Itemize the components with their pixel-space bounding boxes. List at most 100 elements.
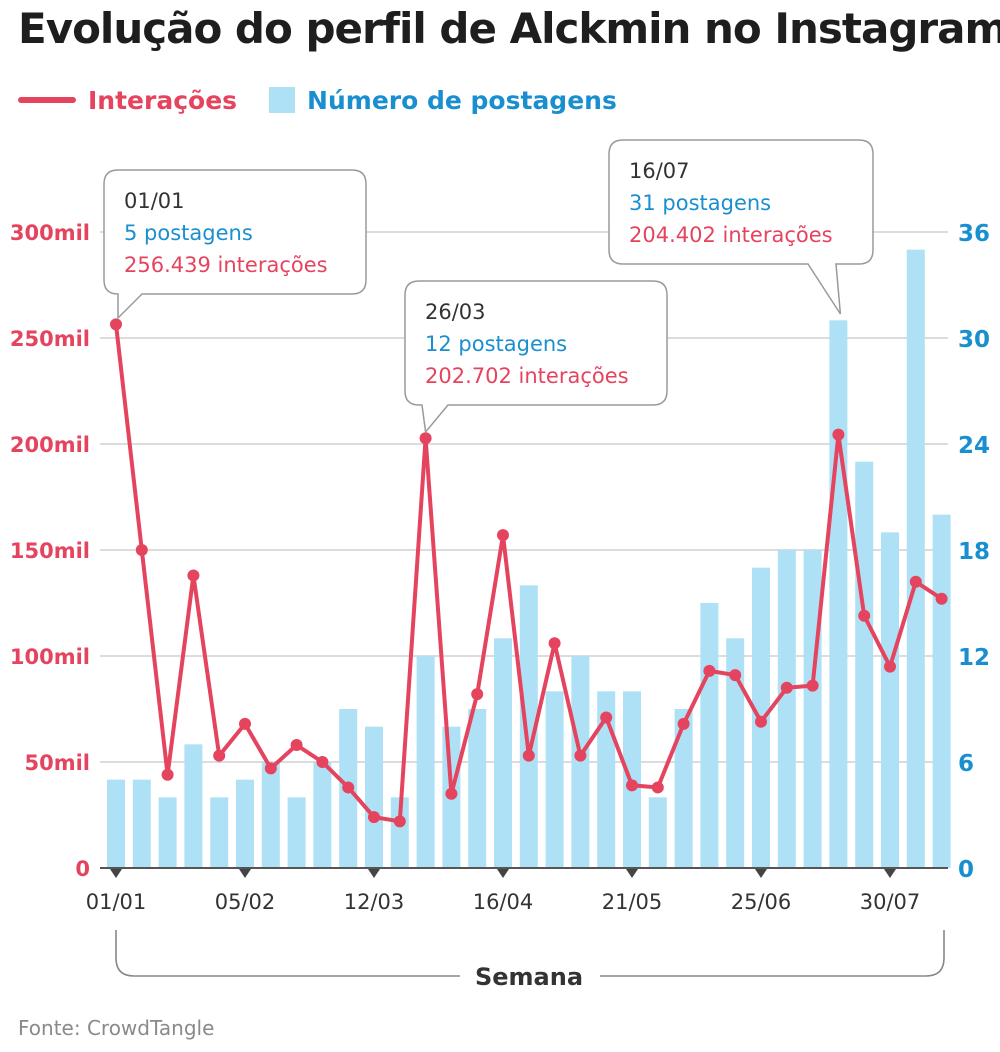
data-point	[471, 688, 484, 701]
x-tick-label: 05/02	[215, 890, 276, 914]
x-tick-label: 25/06	[731, 890, 792, 914]
line-series	[110, 318, 948, 828]
bar	[184, 744, 203, 868]
chart-legend: Interações Número de postagens	[18, 82, 617, 118]
data-point	[187, 569, 200, 582]
data-point	[264, 762, 277, 775]
x-label-bracket-left	[115, 930, 460, 977]
bar	[855, 461, 874, 868]
data-point	[522, 749, 535, 762]
data-point	[626, 779, 638, 792]
data-point	[909, 575, 922, 588]
data-point	[110, 318, 122, 331]
source-note: Fonte: CrowdTangle	[18, 1016, 215, 1040]
data-point	[651, 781, 664, 794]
callout: 26/03 12 postagens 202.702 interações	[404, 280, 668, 434]
x-tick-marker	[884, 869, 896, 878]
data-point	[316, 756, 329, 768]
callout-date: 26/03	[425, 300, 486, 324]
y-left-tick-label: 250mil	[10, 327, 90, 351]
chart-title: Evolução do perfil de Alckmin no Instagr…	[18, 4, 1000, 53]
data-point	[884, 660, 896, 673]
bar	[313, 762, 332, 868]
bar	[803, 550, 822, 868]
data-point	[703, 664, 716, 677]
legend-bar-swatch	[269, 87, 296, 113]
bar	[416, 656, 435, 868]
data-point	[213, 749, 226, 762]
callout-box	[608, 139, 874, 315]
bar	[700, 603, 719, 868]
data-point	[419, 432, 432, 445]
y-left-tick-label: 100mil	[10, 645, 90, 669]
y-right-tick-label: 36	[958, 221, 990, 247]
data-point	[548, 637, 561, 650]
bar	[906, 249, 925, 868]
x-label-bracket-right	[600, 930, 945, 977]
bar	[287, 797, 306, 868]
y-left-tick-label: 0	[75, 857, 90, 881]
data-point	[342, 781, 355, 794]
data-point	[832, 428, 845, 441]
data-point	[368, 811, 380, 824]
data-point	[290, 739, 303, 752]
y-right-tick-label: 0	[958, 857, 974, 883]
x-tick-marker	[626, 869, 638, 878]
data-point	[780, 681, 793, 694]
y-left-tick-label: 200mil	[10, 433, 90, 457]
bar	[210, 797, 229, 868]
data-point	[858, 609, 871, 622]
callout-posts: 5 postagens	[124, 221, 253, 245]
callout-posts: 12 postagens	[425, 332, 567, 356]
bar	[777, 550, 796, 868]
bar	[494, 638, 512, 868]
data-point	[677, 717, 690, 730]
data-point	[755, 715, 767, 728]
callout-interactions: 256.439 interações	[124, 253, 328, 277]
y-left-tick-label: 50mil	[24, 751, 90, 775]
bar	[158, 797, 177, 868]
bar	[648, 797, 667, 868]
bar	[571, 656, 590, 868]
x-tick-marker	[755, 869, 767, 878]
callout-interactions: 202.702 interações	[425, 364, 629, 388]
x-tick-label: 01/01	[86, 890, 147, 914]
data-point	[393, 815, 406, 828]
x-axis-label: Semana	[475, 963, 583, 991]
y-right-tick-label: 24	[958, 433, 990, 459]
bar	[829, 320, 848, 868]
callout-posts: 31 postagens	[629, 191, 771, 215]
callout-date: 01/01	[124, 189, 185, 213]
bar	[236, 779, 254, 868]
bar	[390, 797, 409, 868]
callout-box	[404, 280, 668, 434]
y-right-tick-label: 12	[958, 645, 990, 671]
bar	[545, 691, 564, 868]
x-tick-marker	[368, 869, 380, 878]
data-point	[806, 679, 819, 692]
y-left-tick-label: 150mil	[10, 539, 90, 563]
data-point	[135, 544, 148, 556]
bar	[261, 762, 280, 868]
bar	[726, 638, 745, 868]
bar	[597, 691, 616, 868]
data-point	[600, 711, 613, 724]
bar	[468, 709, 487, 868]
y-right-tick-label: 6	[958, 751, 974, 777]
data-point	[497, 529, 509, 542]
y-left-tick-label: 300mil	[10, 221, 90, 245]
callout: 01/01 5 postagens 256.439 interações	[103, 169, 367, 320]
x-tick-marker	[497, 869, 509, 878]
y-right-tick-label: 30	[958, 327, 990, 353]
x-tick-label: 30/07	[860, 890, 921, 914]
callout-interactions: 204.402 interações	[629, 223, 833, 247]
x-tick-label: 16/04	[473, 890, 534, 914]
bar	[365, 726, 383, 868]
legend-bar-label: Número de postagens	[307, 85, 617, 115]
callouts: 01/01 5 postagens 256.439 interações 26/03 1…	[103, 139, 874, 434]
y-right-tick-label: 18	[958, 539, 990, 565]
bar	[519, 585, 538, 868]
x-tick-marker	[110, 869, 122, 878]
data-point	[239, 717, 251, 730]
